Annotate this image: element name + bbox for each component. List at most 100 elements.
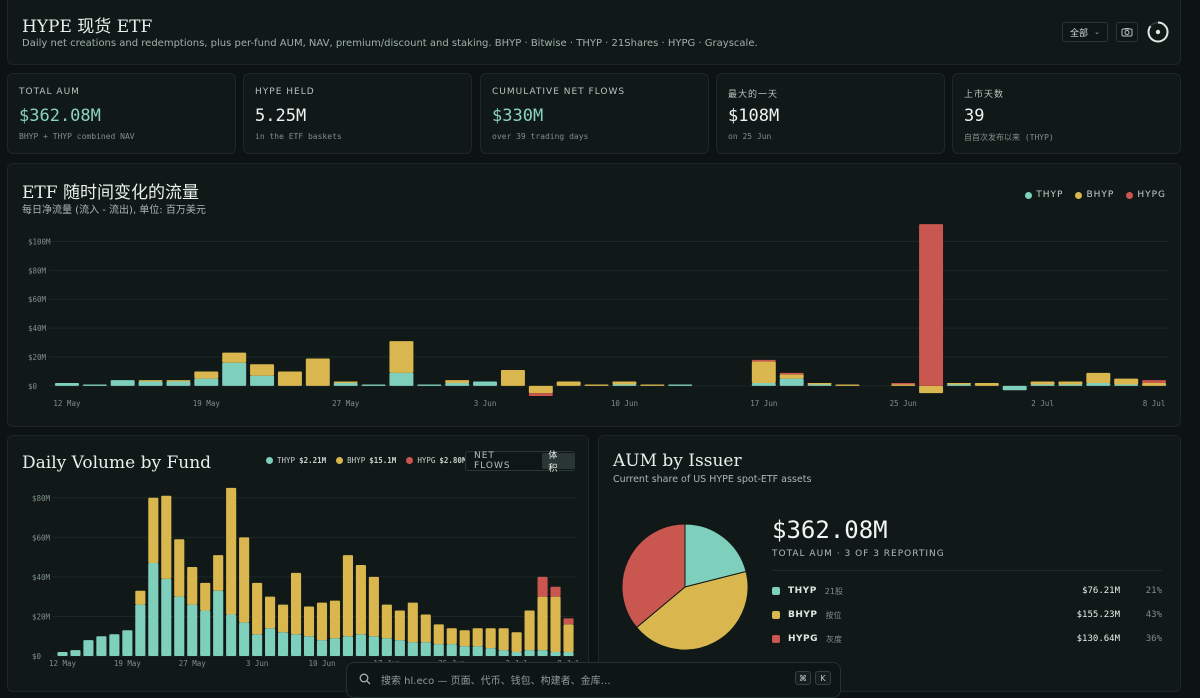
bar-segment-bhyp <box>485 628 496 649</box>
y-tick-label: $0 <box>32 652 42 661</box>
y-tick-label: $60M <box>32 533 51 542</box>
issuer-cn: 21股 <box>824 586 843 596</box>
bar-segment-thyp <box>161 578 172 656</box>
bar-segment-bhyp <box>174 539 185 597</box>
bar-segment-bhyp <box>550 596 561 653</box>
bar-segment-bhyp <box>537 596 548 651</box>
bar-segment-bhyp <box>1058 381 1083 385</box>
bar-segment-thyp <box>70 650 81 656</box>
volume-legend: THYP $2.21M BHYP $15.1M HYPG $2.80M <box>266 456 466 465</box>
bar-segment-thyp <box>563 652 574 656</box>
camera-icon <box>1121 28 1133 37</box>
kpi-note: in the ETF baskets <box>255 132 342 141</box>
bar-segment-thyp <box>511 652 522 656</box>
bar-segment-thyp <box>290 634 302 656</box>
bar-segment-bhyp <box>563 624 574 653</box>
issuer-name: THYP <box>788 586 817 596</box>
kpi-label: CUMULATIVE NET FLOWS <box>492 87 626 97</box>
bar-segment-thyp <box>82 384 107 386</box>
divider <box>772 570 1162 571</box>
bar-segment-bhyp <box>368 576 379 637</box>
issuer-row-hypg: HYPG 灰度 $130.64M 36% <box>772 632 1162 646</box>
volume-title: Daily Volume by Fund <box>22 453 212 473</box>
shortcut-key-k: K <box>815 671 831 685</box>
y-tick-label: $20M <box>32 612 51 621</box>
y-tick-label: $20M <box>28 353 47 362</box>
range-select[interactable]: 全部 ⌄ <box>1062 22 1108 42</box>
bar-segment-thyp <box>187 604 198 656</box>
bar-segment-thyp <box>433 644 444 656</box>
refresh-countdown-icon[interactable] <box>1146 20 1170 44</box>
bar-segment-thyp <box>57 652 68 656</box>
issuer-name: BHYP <box>788 610 818 620</box>
pie-slice-thyp <box>684 523 747 588</box>
bar-segment-thyp <box>485 648 496 656</box>
bar-segment-thyp <box>537 650 548 656</box>
issuer-pct: 36% <box>1145 634 1162 644</box>
pie-slice-bhyp <box>635 570 749 651</box>
bar-segment-bhyp <box>919 385 944 394</box>
bar-segment-thyp <box>612 384 637 386</box>
y-tick-label: $60M <box>28 295 47 304</box>
kpi-value: $330M <box>492 106 544 126</box>
search-bar[interactable]: 搜索 hl.eco — 页面、代币、钱包、构建者、金库… ⌘ K <box>346 662 841 698</box>
volume-legend-thyp: THYP $2.21M <box>266 456 326 465</box>
x-tick-label: 12 May <box>49 659 77 668</box>
bar-segment-bhyp <box>290 572 302 635</box>
legend-item-hypg[interactable]: HYPG <box>1126 190 1166 200</box>
bar-segment-thyp <box>83 640 94 656</box>
page-header: HYPE 现货 ETF Daily net creations and rede… <box>7 0 1181 65</box>
bar-segment-bhyp <box>250 364 275 376</box>
swatch <box>772 587 780 595</box>
x-tick-label: 27 May <box>179 659 207 668</box>
bar-segment-thyp <box>329 638 341 656</box>
kpi-hype-held: HYPE HELD 5.25M in the ETF baskets <box>243 73 472 154</box>
x-tick-label: 27 May <box>332 399 360 408</box>
legend-item-thyp[interactable]: THYP <box>1025 190 1063 200</box>
bar-segment-hypg <box>751 359 776 362</box>
legend-item-bhyp[interactable]: BHYP <box>1075 190 1114 200</box>
bar-segment-bhyp <box>265 596 276 629</box>
bar-segment-thyp <box>316 640 328 656</box>
toggle-net-flows[interactable]: NET FLOWS <box>474 451 511 471</box>
kpi-label: 最大的一天 <box>728 90 779 100</box>
x-tick-label: 19 May <box>114 659 142 668</box>
kpi-label: 上市天数 <box>964 90 1005 100</box>
x-tick-label: 25 Jun <box>890 399 917 408</box>
volume-legend-hypg: HYPG $2.80M <box>406 456 466 465</box>
bar-segment-thyp <box>135 604 146 656</box>
bar-segment-thyp <box>459 646 470 656</box>
flows-bar-chart: $0 $20M $40M $60M $80M $100M 12 May 19 May 27 Ma… <box>28 224 1168 408</box>
bar-segment-thyp <box>303 636 315 656</box>
kpi-value: $108M <box>728 106 780 126</box>
bar-segment-thyp <box>109 634 120 656</box>
bar-segment-thyp <box>807 384 832 386</box>
bar-segment-thyp <box>368 636 379 656</box>
bar-segment-hypg <box>528 393 553 396</box>
bar-segment-bhyp <box>459 630 470 647</box>
bar-segment-bhyp <box>303 606 315 637</box>
kpi-value: 39 <box>964 106 985 126</box>
aum-title: AUM by Issuer <box>613 451 742 471</box>
bar-segment-thyp <box>473 381 498 386</box>
bar-segment-bhyp <box>355 565 366 635</box>
issuer-pct: 21% <box>1145 586 1162 596</box>
bar-segment-thyp <box>222 362 247 386</box>
bar-segment-thyp <box>194 378 219 386</box>
flows-legend: THYP BHYP HYPG <box>1025 190 1166 200</box>
bar-segment-bhyp <box>1086 372 1111 383</box>
y-tick-label: $80M <box>28 266 47 275</box>
bar-segment-thyp <box>333 383 358 386</box>
bar-segment-bhyp <box>498 628 509 651</box>
bar-segment-bhyp <box>974 383 999 386</box>
bar-segment-bhyp <box>166 380 191 382</box>
issuer-pct: 43% <box>1145 610 1162 620</box>
bar-segment-bhyp <box>584 384 609 386</box>
bar-segment-bhyp <box>138 380 163 382</box>
bar-segment-thyp <box>110 380 135 386</box>
bar-segment-bhyp <box>1142 383 1167 386</box>
camera-button[interactable] <box>1116 22 1138 42</box>
aum-total: $362.08M <box>772 516 888 544</box>
bar-segment-hypg <box>550 586 561 597</box>
bar-segment-thyp <box>361 384 386 386</box>
